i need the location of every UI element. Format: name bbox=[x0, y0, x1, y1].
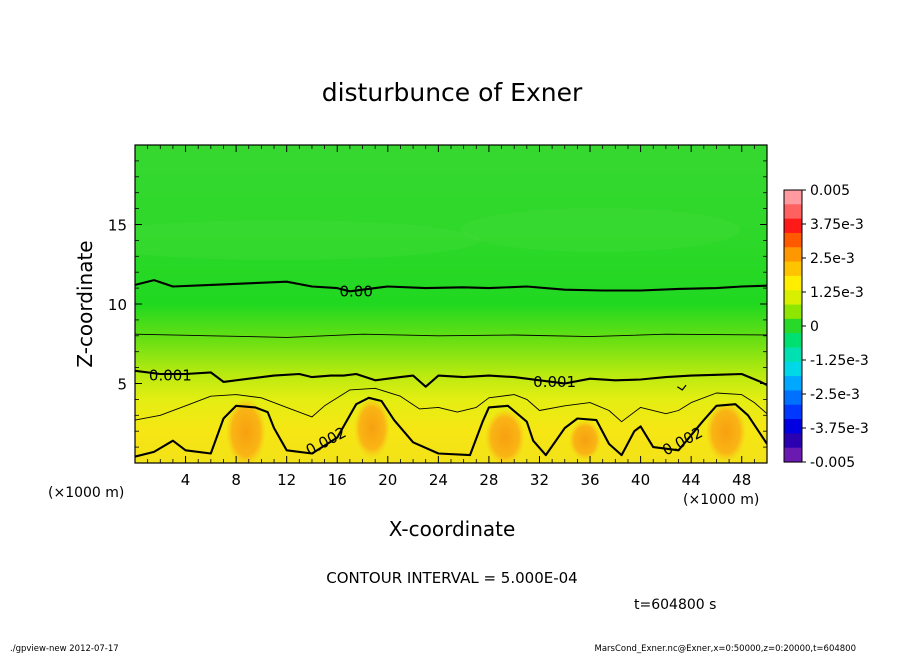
colorbar-label: -1.25e-3 bbox=[810, 353, 869, 369]
contour-label: 0.001 bbox=[533, 373, 576, 391]
contour-line-0.002 bbox=[135, 396, 767, 458]
colorbar-swatch bbox=[784, 318, 802, 334]
colorbar-label: -2.5e-3 bbox=[810, 387, 860, 403]
x-tick-label: 8 bbox=[231, 471, 241, 489]
time-label: t=604800 s bbox=[634, 597, 716, 613]
y-tick-label: 15 bbox=[108, 217, 127, 235]
colorbar-swatch bbox=[784, 247, 802, 263]
colorbar-swatch bbox=[784, 333, 802, 349]
contour-interval: CONTOUR INTERVAL = 5.000E-04 bbox=[326, 569, 577, 587]
colorbar-label: 0 bbox=[810, 319, 819, 335]
colorbar-label: 3.75e-3 bbox=[810, 217, 864, 233]
colorbar-swatch bbox=[784, 447, 802, 463]
colorbar-label: 1.25e-3 bbox=[810, 285, 864, 301]
x-unit-right: (×1000 m) bbox=[683, 492, 759, 508]
x-tick-label: 44 bbox=[682, 471, 701, 489]
colorbar-swatch bbox=[784, 304, 802, 320]
colorbar-label: -0.005 bbox=[810, 455, 855, 471]
colorbar-swatch bbox=[784, 347, 802, 363]
colorbar-swatch bbox=[784, 261, 802, 277]
colorbar-label: -3.75e-3 bbox=[810, 421, 869, 437]
x-tick-label: 40 bbox=[631, 471, 650, 489]
x-unit-left: (×1000 m) bbox=[48, 485, 124, 501]
x-tick-label: 32 bbox=[530, 471, 549, 489]
contour-line-0.0015 bbox=[135, 387, 767, 423]
x-tick-label: 12 bbox=[277, 471, 296, 489]
x-tick-label: 20 bbox=[378, 471, 397, 489]
contour-line-0.0005 bbox=[135, 333, 767, 338]
contour-line-0.001 bbox=[135, 369, 767, 388]
y-axis: 5 10 15 bbox=[108, 160, 767, 448]
colorbar: 0.005 3.75e-3 2.5e-3 1.25e-3 0 -1.25e-3 -2.5e-… bbox=[783, 183, 869, 471]
colorbar-swatch bbox=[784, 290, 802, 306]
colorbar-swatch bbox=[784, 433, 802, 449]
contour-label: 0.001 bbox=[149, 367, 192, 385]
contour-label: 0.00 bbox=[339, 282, 372, 300]
colorbar-label: 2.5e-3 bbox=[810, 251, 855, 267]
y-tick-label: 10 bbox=[108, 296, 127, 314]
colorbar-label: 0.005 bbox=[810, 183, 850, 199]
colorbar-swatch bbox=[784, 275, 802, 291]
contour-line-small bbox=[676, 384, 687, 391]
y-axis-label: Z-coordinate bbox=[73, 240, 97, 367]
colorbar-swatch bbox=[784, 404, 802, 420]
contour-line-0.0 bbox=[135, 279, 767, 293]
colorbar-swatch bbox=[784, 218, 802, 234]
colorbar-swatch bbox=[784, 361, 802, 377]
x-tick-label: 4 bbox=[181, 471, 191, 489]
contour-lines bbox=[135, 279, 767, 458]
x-tick-label: 16 bbox=[328, 471, 347, 489]
x-axis-label: X-coordinate bbox=[389, 517, 516, 541]
colorbar-swatch bbox=[784, 419, 802, 434]
footer-left: ./gpview-new 2012-07-17 bbox=[10, 644, 119, 654]
colorbar-swatch bbox=[784, 232, 802, 248]
footer-right: MarsCond_Exner.nc@Exner,x=0:50000,z=0:20… bbox=[594, 644, 856, 654]
chart-title: disturbunce of Exner bbox=[322, 78, 583, 107]
colorbar-swatch bbox=[784, 376, 802, 392]
x-tick-label: 28 bbox=[479, 471, 498, 489]
colorbar-swatch bbox=[784, 204, 802, 220]
colorbar-swatch bbox=[784, 190, 802, 205]
x-tick-label: 24 bbox=[429, 471, 448, 489]
x-tick-label: 36 bbox=[580, 471, 599, 489]
x-axis: 4 8 12 16 20 24 28 32 36 40 44 48 bbox=[147, 145, 755, 489]
y-tick-label: 5 bbox=[117, 376, 127, 394]
x-tick-label: 48 bbox=[732, 471, 751, 489]
colorbar-swatch bbox=[784, 390, 802, 406]
